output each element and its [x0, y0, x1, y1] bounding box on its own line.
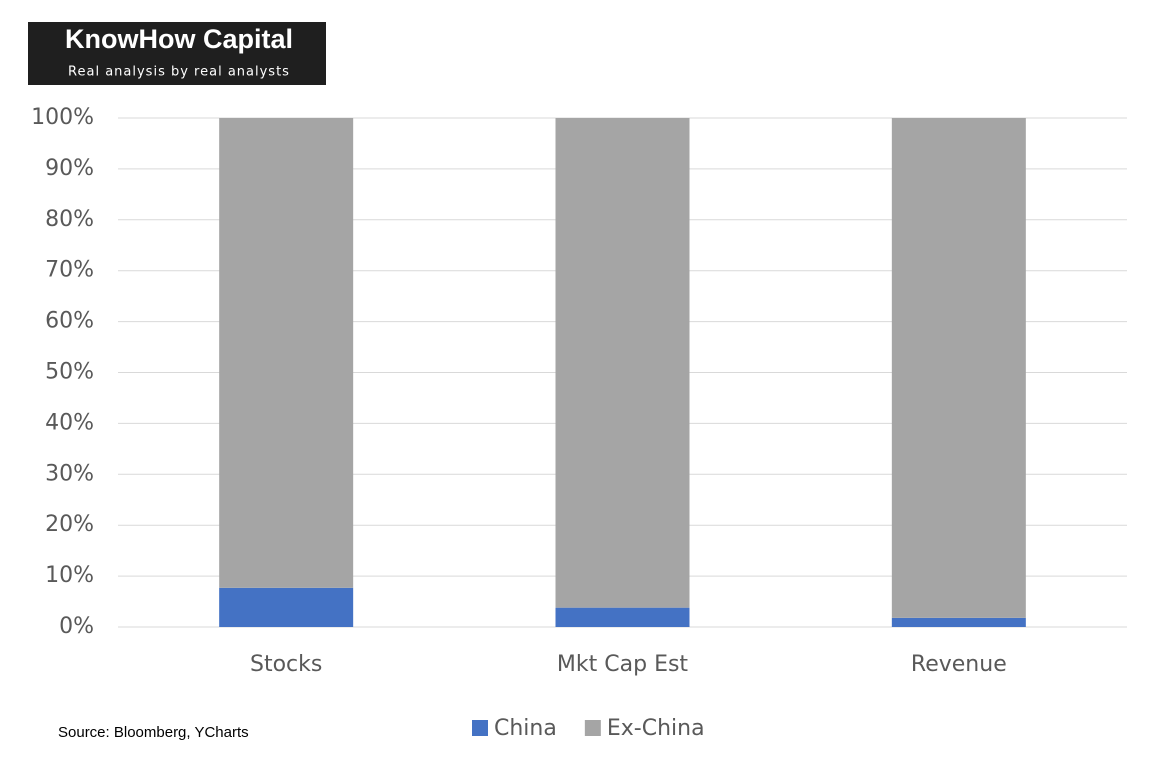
y-tick-label: 90% [45, 156, 94, 181]
legend-swatch [472, 720, 488, 736]
y-tick-label: 20% [45, 512, 94, 537]
y-tick-label: 50% [45, 360, 94, 385]
y-tick-label: 70% [45, 258, 94, 283]
logo-name: KnowHow Capital [65, 24, 293, 54]
source-note: Source: Bloomberg, YCharts [58, 724, 249, 741]
bar-segment [555, 118, 690, 608]
y-tick-label: 60% [45, 309, 94, 334]
bar-segment [891, 617, 1026, 627]
x-tick-label: Revenue [911, 652, 1007, 677]
bar-segment [891, 118, 1026, 618]
legend-label: China [494, 716, 557, 741]
y-tick-label: 0% [59, 614, 94, 639]
x-tick-label: Stocks [250, 652, 322, 677]
bar-segment [219, 118, 354, 588]
legend-label: Ex-China [607, 716, 705, 741]
bar-segment [555, 607, 690, 627]
y-tick-label: 80% [45, 207, 94, 232]
y-tick-label: 40% [45, 410, 94, 435]
legend-swatch [584, 720, 601, 736]
x-tick-label: Mkt Cap Est [557, 652, 689, 677]
logo-tagline: Real analysis by real analysts [68, 65, 290, 80]
y-tick-label: 100% [31, 105, 94, 130]
y-tick-label: 30% [45, 461, 94, 486]
logo-box [28, 22, 326, 85]
y-tick-label: 10% [45, 563, 94, 588]
bar-segment [219, 587, 354, 627]
